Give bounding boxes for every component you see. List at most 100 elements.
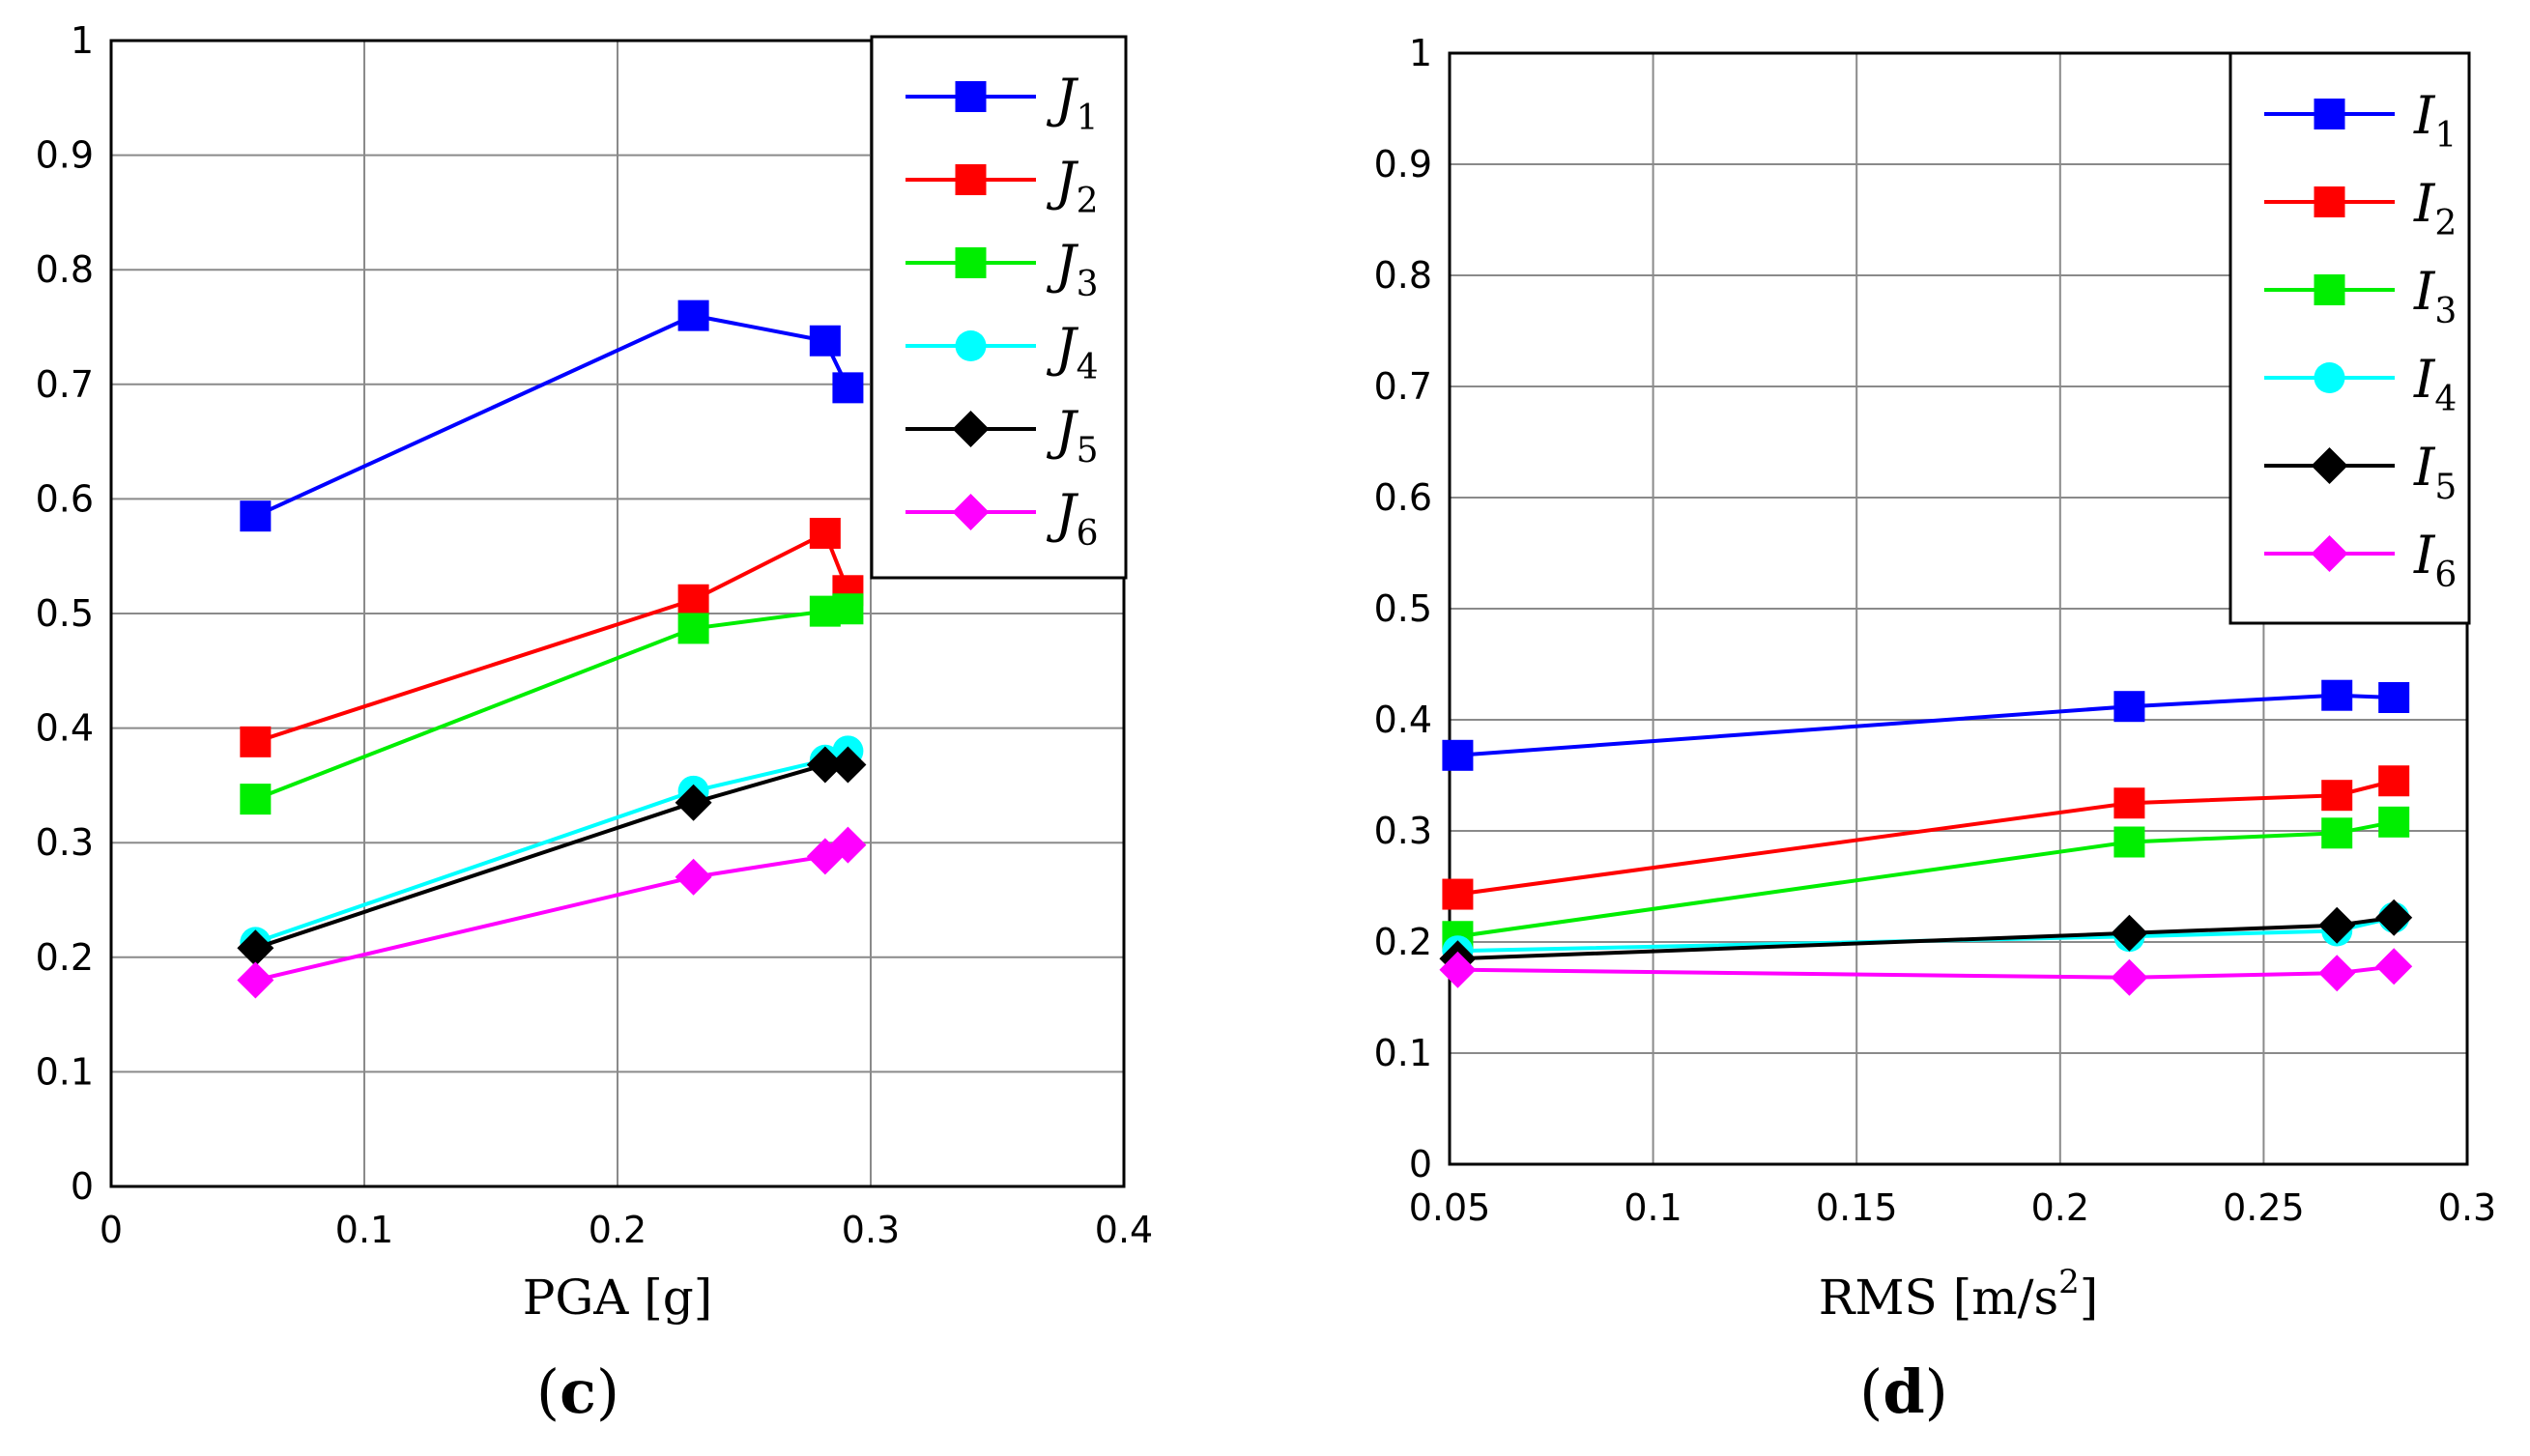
data-point	[677, 584, 709, 615]
y-tick-label: 0.1	[36, 1050, 94, 1093]
series-line	[1457, 779, 2395, 897]
series-I5	[1439, 899, 2413, 978]
legend-item-I6: I6	[2264, 525, 2457, 595]
y-tick-label: 0.4	[36, 707, 94, 750]
legend-swatch-marker	[955, 330, 987, 361]
data-point	[240, 500, 272, 532]
x-tick-label: 0.4	[1095, 1209, 1153, 1251]
data-point	[809, 517, 841, 549]
series-group	[1439, 679, 2413, 996]
x-tick-label: 0.2	[589, 1209, 647, 1251]
data-point	[240, 784, 272, 815]
x-tick-label: 0.05	[1409, 1186, 1491, 1229]
data-point	[2113, 826, 2145, 858]
legend-swatch-marker	[2314, 362, 2345, 393]
data-point	[237, 961, 274, 999]
data-point	[832, 372, 864, 404]
y-tick-label: 1	[1409, 32, 1432, 74]
series-line	[1457, 915, 2395, 954]
x-tick-label: 0.15	[1816, 1186, 1898, 1229]
y-tick-label: 0.3	[36, 821, 94, 864]
data-point	[2378, 765, 2410, 797]
legend-box	[870, 35, 1128, 580]
tick-labels: 0 0.1 0.2 0.3 0.4 0 0.1 0.2 0.3 0.4 0.5 0.6 0.7 0.8 0.…	[36, 19, 1154, 1251]
series-I1	[1442, 679, 2410, 771]
data-point	[2113, 691, 2145, 723]
y-tick-label: 0.5	[36, 592, 94, 635]
data-point	[829, 826, 867, 864]
legend-item-I3: I3	[2264, 261, 2457, 331]
series-line	[254, 607, 848, 801]
data-point	[675, 784, 712, 821]
y-tick-label: 0.2	[36, 936, 94, 979]
data-point	[809, 325, 841, 357]
data-point	[677, 613, 709, 644]
legend-label: I6	[2413, 525, 2457, 595]
legend-swatch-marker	[2314, 99, 2345, 129]
series-J3	[240, 593, 864, 815]
y-tick-label: 0.6	[1374, 476, 1432, 519]
series-J6	[237, 826, 867, 999]
data-point	[2321, 780, 2353, 812]
y-tick-label: 0.7	[36, 363, 94, 406]
legend-swatch-marker	[2314, 274, 2345, 305]
data-point	[2375, 899, 2413, 936]
x-tick-label: 0	[100, 1209, 123, 1251]
data-point	[1442, 878, 1474, 910]
legend-item-I4: I4	[2264, 349, 2457, 419]
series-line	[1457, 819, 2395, 939]
legend-box	[2228, 51, 2471, 625]
legend-swatch-marker	[955, 81, 987, 112]
series-line	[254, 762, 848, 951]
series-line	[1457, 693, 2395, 757]
y-tick-label: 0.5	[1374, 587, 1432, 630]
panel-label: (c)	[536, 1356, 619, 1427]
legend-label: I3	[2413, 261, 2457, 331]
y-tick-label: 0.8	[36, 248, 94, 291]
legend-swatch-marker	[955, 164, 987, 195]
x-axis-label: PGA [g]	[523, 1270, 713, 1326]
data-point	[2111, 958, 2148, 996]
data-point	[2378, 806, 2410, 838]
data-point	[2321, 679, 2353, 711]
legend-item-I1: I1	[2264, 85, 2457, 156]
data-point	[2375, 948, 2413, 985]
y-tick-label: 0	[71, 1165, 94, 1208]
series-J5	[237, 746, 867, 967]
legend-swatch-marker	[2311, 447, 2348, 484]
data-point	[806, 746, 844, 784]
x-tick-label: 0.1	[335, 1209, 393, 1251]
series-J2	[240, 517, 864, 757]
x-tick-label: 0.3	[2438, 1186, 2496, 1229]
series-line	[1457, 915, 2395, 961]
legend-swatch-marker	[955, 247, 987, 278]
y-tick-label: 0.7	[1374, 365, 1432, 408]
y-tick-label: 0	[1409, 1143, 1432, 1185]
y-tick-label: 0.9	[1374, 143, 1432, 186]
data-point	[677, 300, 709, 331]
series-I6	[1439, 948, 2413, 996]
legend-label: I4	[2413, 349, 2457, 419]
legend-swatch-marker	[2314, 186, 2345, 217]
data-point	[240, 726, 272, 757]
data-point	[829, 746, 867, 784]
y-tick-label: 1	[71, 19, 94, 62]
y-tick-label: 0.4	[1374, 699, 1432, 741]
legend-swatch-marker	[2311, 535, 2348, 572]
legend-label: I1	[2413, 85, 2457, 156]
x-tick-label: 0.1	[1624, 1186, 1682, 1229]
chart-panel-d: 0.05 0.1 0.15 0.2 0.25 0.3 0 0.1 0.2 0.3 0.4 0.5 0.6…	[1374, 32, 2497, 1427]
data-point	[2321, 817, 2353, 849]
series-line	[1457, 964, 2395, 980]
data-point	[2113, 787, 2145, 819]
y-tick-label: 0.1	[1374, 1032, 1432, 1074]
series-I2	[1442, 765, 2410, 910]
panel-label: (d)	[1859, 1356, 1948, 1427]
y-tick-label: 0.2	[1374, 921, 1432, 963]
data-point	[2111, 914, 2148, 952]
series-line	[254, 313, 850, 519]
data-point	[2378, 682, 2410, 713]
